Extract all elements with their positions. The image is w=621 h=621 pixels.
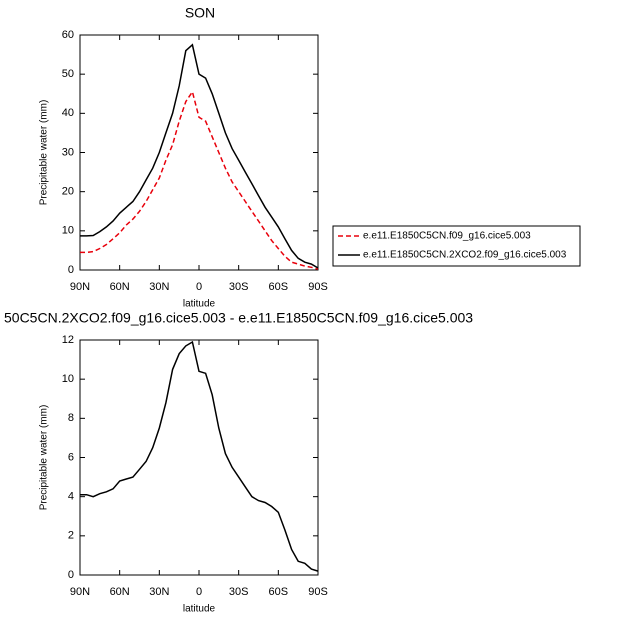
y-tick-label: 0 [68, 569, 74, 581]
x-tick-label: 90S [308, 586, 328, 598]
x-tick-label: 30N [149, 586, 169, 598]
y-tick-label: 2 [68, 530, 74, 542]
x-tick-label: 90N [70, 281, 90, 293]
x-tick-label: 60S [269, 586, 289, 598]
y-tick-label: 10 [62, 373, 74, 385]
x-tick-label: 60N [110, 586, 130, 598]
y-tick-label: 8 [68, 412, 74, 424]
y-tick-label: 30 [62, 146, 74, 158]
y-tick-label: 20 [62, 186, 74, 198]
y-tick-label: 4 [68, 491, 74, 503]
y-tick-label: 40 [62, 107, 74, 119]
data-line [80, 43, 319, 269]
y-tick-label: 6 [68, 451, 74, 463]
data-line [80, 340, 319, 572]
legend-label: e.e11.E1850C5CN.2XCO2.f09_g16.cice5.003 [363, 250, 567, 261]
x-tick-label: 0 [196, 281, 202, 293]
data-line [80, 89, 319, 270]
x-tick-label: 90N [70, 586, 90, 598]
y-tick-label: 12 [62, 334, 74, 346]
x-tick-label: 30S [229, 586, 249, 598]
x-tick-label: 60S [269, 281, 289, 293]
x-tick-label: 30S [229, 281, 249, 293]
y-tick-label: 50 [62, 68, 74, 80]
x-tick-label: 30N [149, 281, 169, 293]
legend-box [332, 225, 581, 267]
chart-title: 50C5CN.2XCO2.f09_g16.cice5.003 - e.e11.E… [4, 310, 473, 326]
y-tick-label: 0 [68, 264, 74, 276]
y-tick-label: 60 [62, 29, 74, 41]
y-axis-label: Precipitable water (mm) [39, 405, 50, 511]
x-tick-label: 90S [308, 281, 328, 293]
x-axis-label: latitude [183, 299, 216, 310]
plot-frame [79, 339, 319, 576]
y-tick-label: 10 [62, 225, 74, 237]
legend-label: e.e11.E1850C5CN.f09_g16.cice5.003 [363, 231, 531, 242]
x-tick-label: 60N [110, 281, 130, 293]
chart-title: SON [185, 5, 215, 21]
x-axis-label: latitude [183, 604, 216, 615]
x-tick-label: 0 [196, 586, 202, 598]
y-axis-label: Precipitable water (mm) [39, 100, 50, 206]
